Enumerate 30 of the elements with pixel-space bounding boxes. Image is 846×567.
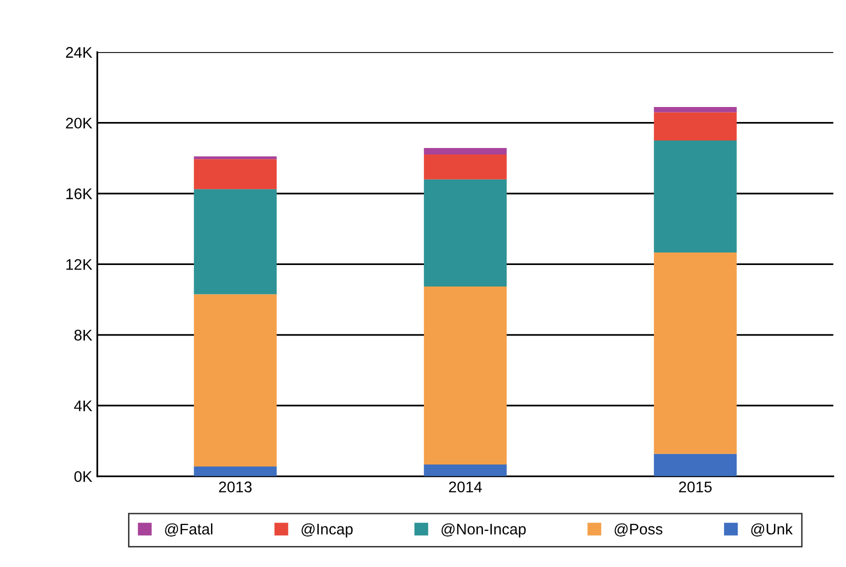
legend-label: @Poss <box>614 523 662 536</box>
y-tick-label: 12K <box>66 259 92 270</box>
x-tick-label: 2014 <box>449 482 482 492</box>
legend-label: @Non-Incap <box>442 523 526 538</box>
bar <box>194 156 277 160</box>
bar <box>654 106 737 112</box>
y-tick-label: 0K <box>74 471 92 482</box>
bar <box>194 294 277 467</box>
bar <box>424 179 507 286</box>
y-tick-label: 24K <box>66 47 92 58</box>
bar <box>424 286 507 464</box>
bar <box>654 140 737 253</box>
bar <box>424 154 507 180</box>
y-tick-label: 8K <box>74 330 92 341</box>
x-tick-label: 2013 <box>219 482 252 492</box>
bar <box>424 464 507 476</box>
bar <box>654 252 737 454</box>
y-tick-label: 16K <box>66 188 92 200</box>
bar <box>194 189 277 294</box>
y-tick-label: 4K <box>74 400 92 412</box>
legend-label: @Unk <box>751 523 793 536</box>
bar <box>424 148 507 154</box>
bar <box>194 159 277 190</box>
y-tick-label: 20K <box>66 118 92 129</box>
bar <box>194 466 277 476</box>
legend-label: @Incap <box>302 523 353 538</box>
legend-label: @Fatal <box>165 523 212 536</box>
bar <box>654 454 737 476</box>
x-tick-label: 2015 <box>679 482 712 492</box>
bar <box>654 112 737 141</box>
